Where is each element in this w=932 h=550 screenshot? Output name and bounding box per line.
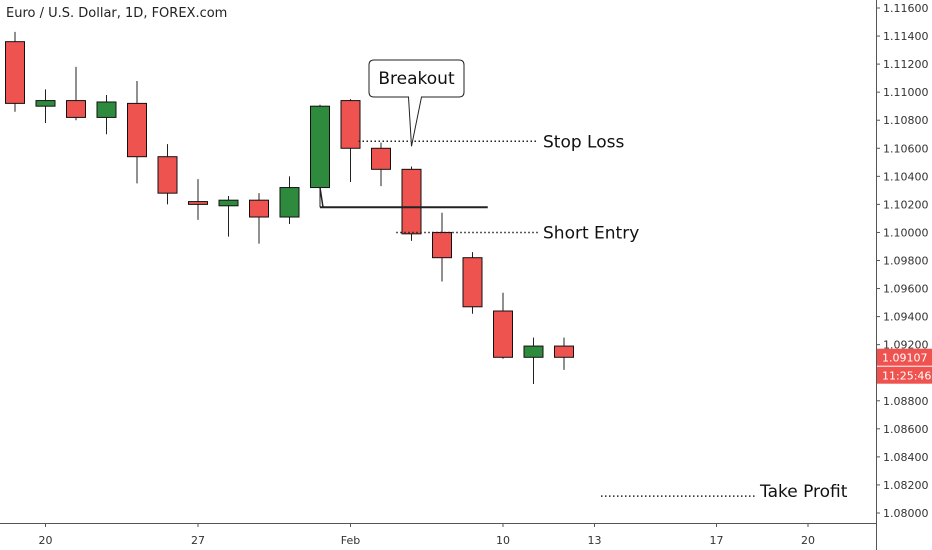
time-tick-label: 20 [801, 534, 815, 547]
price-tick-label: 1.08600 [883, 423, 929, 436]
support-line-hook [319, 187, 324, 208]
candle-body-down [127, 102, 147, 158]
time-tick-label: 17 [710, 534, 724, 547]
candle-body-down [554, 345, 574, 358]
candle [35, 89, 56, 124]
breakout-label: Breakout [378, 69, 455, 89]
candle [157, 144, 178, 205]
candle [401, 166, 422, 241]
candle [371, 142, 391, 187]
price-tick-label: 1.11600 [883, 2, 929, 15]
candle [66, 66, 86, 121]
price-tick-label: 1.10400 [883, 170, 929, 183]
price-tick-label: 1.10600 [883, 142, 929, 155]
price-tick-label: 1.08000 [883, 507, 929, 520]
price-tags: 1.09107 11:25:46 [877, 348, 932, 384]
trade-annotations: Stop Loss Short Entry Take Profit Breakout [319, 59, 848, 502]
candle-body-down [157, 156, 178, 194]
candle-body-down [432, 231, 452, 259]
countdown-label: 11:25:46 [882, 370, 931, 383]
candle-body-up [218, 199, 239, 207]
candle [218, 195, 239, 237]
candle [279, 176, 300, 225]
candle [462, 252, 483, 314]
short-entry-label: Short Entry [543, 223, 639, 243]
price-tick-label: 1.11000 [883, 86, 929, 99]
candle-body-down [66, 100, 86, 118]
price-axis: 1.11600 1.11400 1.11200 1.11000 1.10800 1.106… [876, 0, 929, 550]
candle [554, 337, 574, 370]
candles [5, 31, 574, 384]
candle-body-up [279, 187, 300, 218]
price-tick-label: 1.09800 [883, 255, 929, 268]
time-tick-label: 20 [39, 534, 53, 547]
candle-body-down [493, 310, 513, 358]
chart-title: Euro / U.S. Dollar, 1D, FOREX.com [6, 6, 228, 21]
candle-body-down [340, 100, 361, 149]
time-axis: 20 27 Feb 10 13 17 20 [0, 523, 876, 547]
stop-loss-label: Stop Loss [543, 132, 624, 152]
candle-body-down [188, 201, 208, 205]
price-tick-label: 1.11200 [883, 58, 929, 71]
candle [5, 31, 25, 112]
candle [96, 94, 117, 135]
candle [340, 99, 361, 182]
time-tick-label: 10 [496, 534, 510, 547]
price-tick-label: 1.08200 [883, 479, 929, 492]
price-tick-label: 1.08800 [883, 395, 929, 408]
price-tick-label: 1.08400 [883, 451, 929, 464]
candle [127, 80, 147, 184]
candle-body-down [462, 257, 483, 308]
current-price-label: 1.09107 [882, 352, 928, 365]
current-price-tag [877, 348, 932, 366]
price-tick-label: 1.09400 [883, 311, 929, 324]
price-tick-label: 1.10200 [883, 198, 929, 211]
price-tick-label: 1.10000 [883, 226, 929, 239]
candle [493, 292, 513, 359]
candle-body-up [35, 100, 56, 107]
price-tick-label: 1.10800 [883, 114, 929, 127]
candle-body-up [310, 105, 330, 189]
candle-body-up [96, 101, 117, 118]
price-tick-label: 1.11400 [883, 30, 929, 43]
candle-body-down [249, 199, 269, 218]
candle [188, 179, 208, 220]
take-profit-label: Take Profit [759, 482, 848, 502]
time-tick-label: Feb [341, 534, 360, 547]
candle-body-down [371, 147, 391, 170]
price-tick-label: 1.09600 [883, 283, 929, 296]
candle-body-down [5, 41, 25, 104]
candle [249, 193, 269, 244]
countdown-tag [877, 366, 932, 384]
price-tick-label: 1.09200 [883, 339, 929, 352]
time-tick-label: 13 [588, 534, 602, 547]
candle [432, 212, 452, 282]
candle-body-down [401, 168, 422, 235]
breakout-callout [368, 59, 465, 147]
time-tick-label: 27 [191, 534, 205, 547]
candle [523, 337, 544, 384]
candle-body-up [523, 345, 544, 358]
